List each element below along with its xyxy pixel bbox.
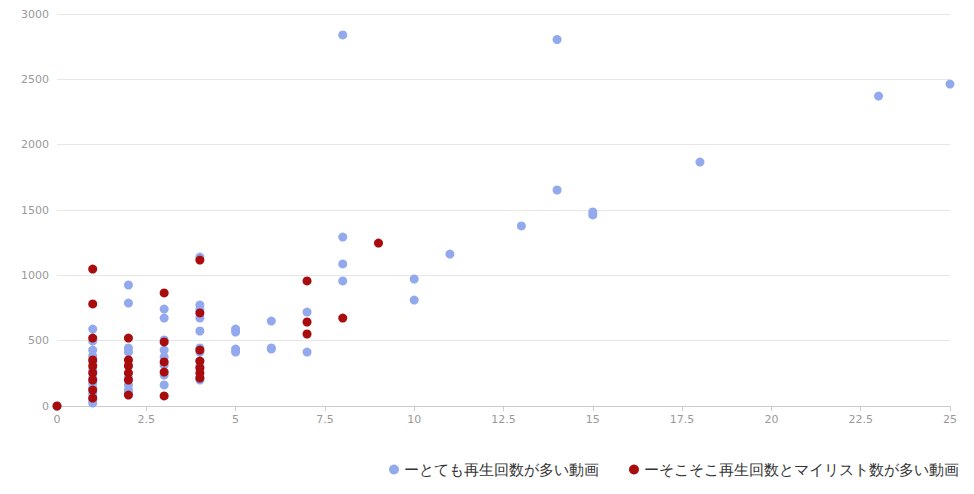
svg-text:20: 20 [764,413,778,426]
svg-text:0: 0 [54,413,61,426]
svg-text:2500: 2500 [21,73,49,86]
svg-text:15: 15 [586,413,600,426]
svg-text:ーそこそこ再生回数とマイリスト数が多い動画: ーそこそこ再生回数とマイリスト数が多い動画 [644,461,959,479]
svg-text:7.5: 7.5 [316,413,334,426]
svg-text:0: 0 [42,400,49,413]
svg-text:1500: 1500 [21,204,49,217]
svg-text:ーとても再生回数が多い動画: ーとても再生回数が多い動画 [404,461,599,479]
svg-text:2.5: 2.5 [138,413,156,426]
svg-text:12.5: 12.5 [491,413,516,426]
svg-text:22.5: 22.5 [848,413,873,426]
svg-text:10: 10 [407,413,421,426]
svg-text:25: 25 [943,413,957,426]
svg-text:5: 5 [232,413,239,426]
svg-text:3000: 3000 [21,8,49,21]
svg-text:2000: 2000 [21,138,49,151]
svg-text:17.5: 17.5 [670,413,695,426]
svg-text:500: 500 [28,334,49,347]
svg-text:1000: 1000 [21,269,49,282]
